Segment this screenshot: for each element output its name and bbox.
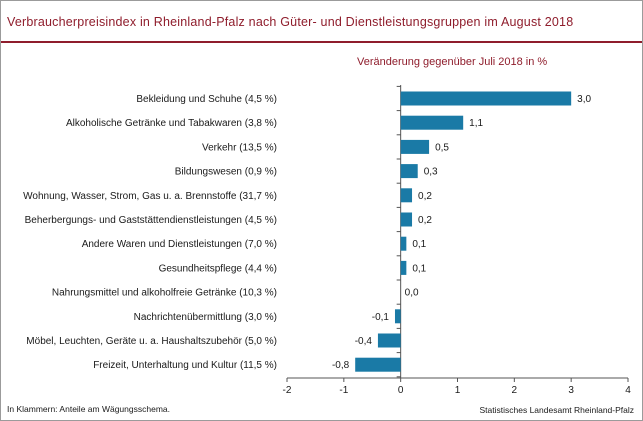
value-label: 0,1 xyxy=(412,239,426,250)
bar xyxy=(400,115,464,130)
bar xyxy=(400,236,407,251)
bar xyxy=(400,139,430,154)
value-label: 1,1 xyxy=(469,118,483,129)
bar xyxy=(394,309,401,324)
category-label: Nachrichtenübermittlung (3,0 %) xyxy=(134,312,277,323)
footnote: In Klammern: Anteile am Wägungsschema. xyxy=(7,404,170,414)
category-label: Andere Waren und Dienstleistungen (7,0 %… xyxy=(82,239,277,250)
x-tick-label: -2 xyxy=(283,385,292,396)
bar xyxy=(400,164,418,179)
category-label: Wohnung, Wasser, Strom, Gas u. a. Brenns… xyxy=(23,191,277,202)
value-label: -0,4 xyxy=(355,336,373,347)
category-label: Freizeit, Unterhaltung und Kultur (11,5 … xyxy=(93,360,277,371)
category-label: Nahrungsmittel und alkoholfreie Getränke… xyxy=(52,288,277,299)
bar xyxy=(400,91,572,106)
category-label: Verkehr (13,5 %) xyxy=(202,142,277,153)
category-label: Alkoholische Getränke und Tabakwaren (3,… xyxy=(66,118,277,129)
value-label: 0,3 xyxy=(424,167,438,178)
value-label: -0,1 xyxy=(372,312,390,323)
title-rule xyxy=(1,41,642,43)
category-label: Bildungswesen (0,9 %) xyxy=(175,167,277,178)
value-label: 0,5 xyxy=(435,142,449,153)
value-label: -0,8 xyxy=(332,360,350,371)
bar xyxy=(355,357,401,372)
bar xyxy=(377,333,401,348)
chart-subtitle: Veränderung gegenüber Juli 2018 in % xyxy=(357,56,548,68)
x-tick-label: 3 xyxy=(568,385,574,396)
bar xyxy=(400,212,413,227)
x-tick-label: 4 xyxy=(625,385,631,396)
x-tick-label: 2 xyxy=(512,385,518,396)
x-tick-label: 1 xyxy=(455,385,461,396)
value-label: 0,2 xyxy=(418,191,432,202)
category-label: Möbel, Leuchten, Geräte u. a. Haushaltsz… xyxy=(26,336,277,347)
category-label: Gesundheitspflege (4,4 %) xyxy=(159,263,277,274)
value-label: 3,0 xyxy=(577,94,591,105)
category-label: Beherbergungs- und Gaststättendienstleis… xyxy=(25,215,277,226)
plot-background xyxy=(1,43,642,420)
source-credit: Statistisches Landesamt Rheinland-Pfalz xyxy=(479,405,635,415)
x-tick-label: 0 xyxy=(398,385,404,396)
value-label: 0,1 xyxy=(412,263,426,274)
bar xyxy=(400,188,413,203)
chart-title: Verbraucherpreisindex in Rheinland-Pfalz… xyxy=(7,15,574,29)
bar xyxy=(400,260,407,275)
category-label: Bekleidung und Schuhe (4,5 %) xyxy=(136,94,277,105)
value-label: 0,2 xyxy=(418,215,432,226)
value-label: 0,0 xyxy=(405,288,419,299)
header: Verbraucherpreisindex in Rheinland-Pfalz… xyxy=(1,1,642,41)
x-tick-label: -1 xyxy=(339,385,348,396)
